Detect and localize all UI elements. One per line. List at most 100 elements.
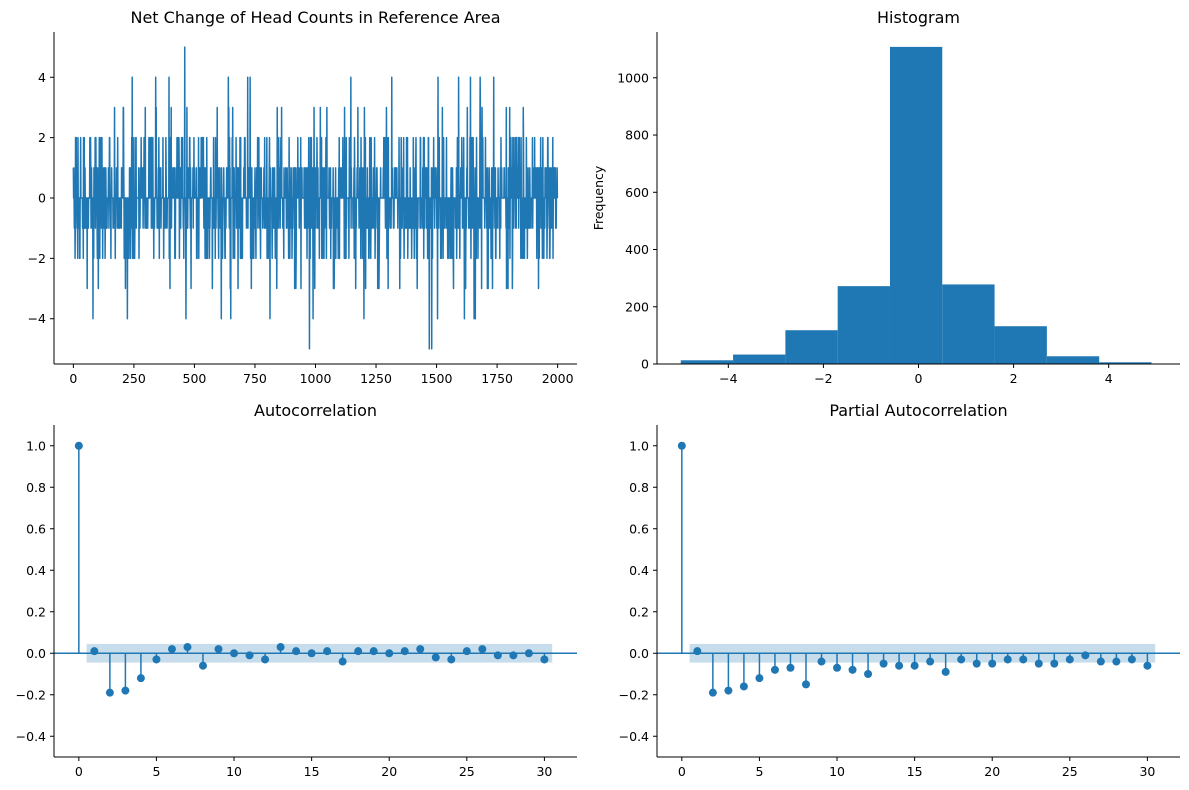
stem-marker	[431, 653, 440, 662]
stem-marker	[708, 688, 717, 697]
stem-marker	[988, 659, 997, 668]
stem-marker	[261, 655, 270, 664]
partial-autocorrelation-panel: 0 5 10 15 20 25 30 −0.4 −0.2 0.0 0.2 0.4 0.6 0.8 1.0 Pa…	[619, 401, 1180, 779]
stem-marker	[1127, 655, 1136, 664]
x-tick-label: 0	[678, 764, 686, 779]
y-tick-label: 0.4	[629, 563, 649, 578]
x-tick-label: 1250	[360, 371, 392, 386]
stem-marker	[478, 645, 487, 654]
x-tick-label: 15	[304, 764, 320, 779]
histogram-bar	[680, 360, 734, 364]
x-tick-label: 1000	[300, 371, 332, 386]
stem-marker	[74, 441, 83, 450]
y-tick-label: 0	[38, 191, 46, 206]
x-tick-label: 30	[536, 764, 552, 779]
y-tick-label: 1000	[617, 70, 649, 85]
stem-marker	[416, 645, 425, 654]
stem-marker	[509, 651, 518, 660]
x-tick-label: −4	[719, 371, 737, 386]
y-tick-label: 0.6	[629, 521, 649, 536]
y-tick-label: 0.8	[26, 480, 46, 495]
stem-marker	[1034, 659, 1043, 668]
y-tick-label: 0	[641, 357, 649, 372]
y-tick-label: −0.4	[16, 729, 46, 744]
chart-title: Net Change of Head Counts in Reference A…	[130, 8, 500, 27]
y-tick-label: 2	[38, 130, 46, 145]
histogram-bar	[1046, 356, 1100, 364]
stem-marker	[1050, 659, 1059, 668]
y-tick-label: 0.0	[26, 646, 46, 661]
stem-marker	[493, 651, 502, 660]
stem-marker	[817, 657, 826, 666]
stem-marker	[245, 651, 254, 660]
stem-marker	[972, 659, 981, 668]
stem-marker	[292, 647, 301, 656]
stem-marker	[400, 647, 409, 656]
y-tick-label: −4	[28, 311, 46, 326]
stem-marker	[198, 661, 207, 670]
y-tick-label: −0.2	[619, 687, 649, 702]
y-tick-label: 0.0	[629, 646, 649, 661]
line-chart-panel: 0 250 500 750 1000 1250 1500 1750 2000 −4 −2 0 2 4 Net…	[28, 8, 577, 386]
y-tick-label: −0.4	[619, 729, 649, 744]
stem-marker	[214, 645, 223, 654]
stem-marker	[354, 647, 363, 656]
x-tick-label: 20	[381, 764, 397, 779]
stem-marker	[1112, 657, 1121, 666]
histogram-bar	[1099, 362, 1152, 364]
histogram-panel: −4 −2 0 2 4 0 200 400 600 800 1000 Histogram Frequen…	[591, 8, 1180, 386]
stem-marker	[833, 663, 842, 672]
x-tick-label: 0	[69, 371, 77, 386]
stem-marker	[957, 655, 966, 664]
x-tick-label: 4	[1105, 371, 1113, 386]
y-tick-label: −0.2	[16, 687, 46, 702]
stem-marker	[540, 655, 549, 664]
stem-marker	[879, 659, 888, 668]
stem-marker	[307, 649, 316, 658]
x-tick-label: 0	[915, 371, 923, 386]
stem-marker	[462, 647, 471, 656]
x-tick-label: 10	[829, 764, 845, 779]
x-tick-label: 1750	[481, 371, 513, 386]
y-tick-label: 0.2	[26, 604, 46, 619]
x-tick-label: −2	[814, 371, 832, 386]
stem-marker	[121, 686, 130, 695]
y-tick-label: 0.6	[26, 521, 46, 536]
stem-marker	[152, 655, 161, 664]
x-tick-label: 500	[183, 371, 207, 386]
stem-marker	[1143, 661, 1152, 670]
histogram-bar	[942, 284, 995, 364]
stem-marker	[1065, 655, 1074, 664]
chart-title: Partial Autocorrelation	[829, 401, 1007, 420]
stem-marker	[167, 645, 176, 654]
chart-title: Autocorrelation	[254, 401, 377, 420]
x-tick-label: 5	[755, 764, 763, 779]
stem-marker	[926, 657, 935, 666]
histogram-bar	[733, 354, 786, 364]
stem-marker	[864, 670, 873, 678]
stem-marker	[276, 643, 285, 652]
stem-marker	[369, 647, 378, 656]
x-tick-label: 2	[1010, 371, 1018, 386]
stem-marker	[739, 682, 748, 691]
stem-marker	[90, 647, 99, 656]
stem-marker	[1003, 655, 1012, 664]
autocorrelation-panel: 0 5 10 15 20 25 30 −0.4 −0.2 0.0 0.2 0.4 0.6 0.8 1.0 Au…	[16, 401, 577, 779]
x-tick-label: 10	[226, 764, 242, 779]
histogram-bar	[837, 286, 890, 364]
stem-marker	[801, 680, 810, 689]
x-tick-label: 15	[907, 764, 923, 779]
stem-marker	[677, 441, 686, 450]
stem-marker	[136, 674, 145, 683]
x-tick-label: 2000	[542, 371, 574, 386]
y-tick-label: 400	[625, 242, 649, 257]
stem-marker	[1019, 655, 1028, 664]
stem-marker	[524, 649, 533, 658]
stem-marker	[941, 667, 950, 676]
stem-marker	[770, 665, 779, 674]
stem-marker	[338, 657, 347, 666]
series-line	[72, 46, 559, 350]
y-tick-label: 1.0	[26, 438, 46, 453]
x-tick-label: 750	[243, 371, 267, 386]
